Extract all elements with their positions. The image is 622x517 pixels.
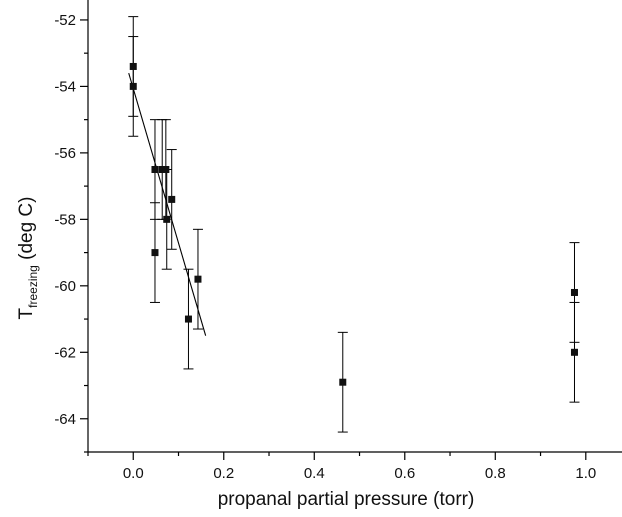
- data-point: [570, 348, 578, 356]
- fit-line: [128, 72, 207, 336]
- y-tick-label: -52: [54, 12, 76, 29]
- x-tick-label: 0.6: [394, 465, 415, 482]
- data-point: [339, 378, 347, 386]
- x-tick-label: 0.8: [485, 465, 506, 482]
- y-axis-title-subscript: freezing: [26, 265, 40, 308]
- y-axis-title: Tfreezing (deg C): [16, 197, 40, 320]
- x-tick-label: 0.4: [304, 465, 325, 482]
- fit-line-group: [128, 72, 207, 336]
- axes: [87, 0, 622, 453]
- x-axis-title: propanal partial pressure (torr): [218, 489, 475, 510]
- data-point: [162, 166, 170, 173]
- y-tick-label: -64: [54, 411, 76, 428]
- data-point: [168, 195, 176, 203]
- data-point: [151, 249, 159, 257]
- y-tick-label: -58: [54, 211, 76, 228]
- x-tick-label: 0.2: [213, 465, 234, 482]
- data-point: [129, 62, 137, 70]
- error-bars: [128, 16, 580, 433]
- y-tick-label: -60: [54, 278, 76, 295]
- ticks: 0.0 0.2 0.4 0.6 0.8 1.0 -52 -54 -56 -58 -60 -62 -64: [54, 12, 596, 482]
- x-tick-label: 1.0: [575, 465, 596, 482]
- x-tick-label: 0.0: [123, 465, 144, 482]
- y-tick-label: -56: [54, 145, 76, 162]
- data-point: [163, 215, 171, 223]
- y-tick-label: -62: [54, 344, 76, 361]
- data-point: [194, 275, 202, 283]
- data-point: [570, 288, 578, 296]
- y-tick-label: -54: [54, 78, 76, 95]
- data-markers: [129, 62, 578, 386]
- data-point: [158, 166, 166, 173]
- y-axis-title-suffix: (deg C): [16, 197, 37, 266]
- data-point: [184, 315, 192, 323]
- data-point: [129, 82, 137, 90]
- y-axis-title-main: T: [16, 307, 37, 319]
- data-point: [151, 166, 159, 173]
